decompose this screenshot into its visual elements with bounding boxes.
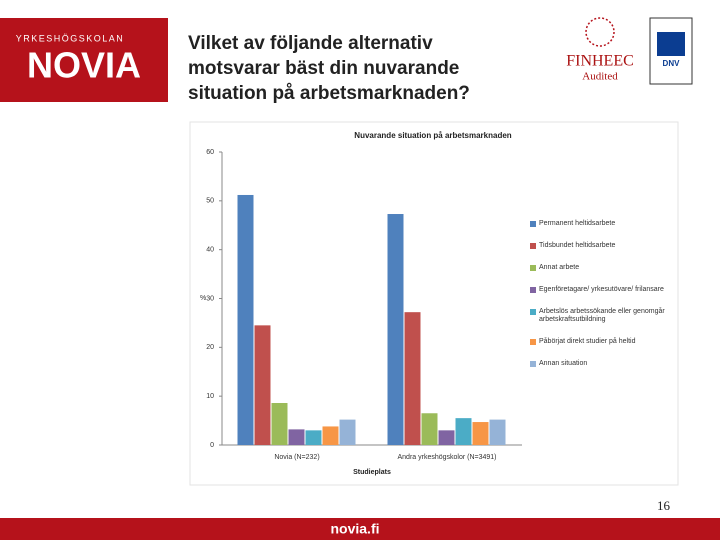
slide-title: situation på arbetsmarknaden? — [188, 83, 470, 104]
legend-entry: Arbetslös arbetssökande eller genomgår a… — [530, 308, 684, 324]
legend-swatch — [530, 287, 536, 293]
bar — [489, 419, 506, 445]
y-tick-label: 60 — [206, 149, 214, 156]
legend-swatch — [530, 243, 536, 249]
legend-swatch — [530, 339, 536, 345]
x-tick-label: Andra yrkeshögskolor (N=3491) — [397, 454, 496, 461]
legend-entry: Påbörjat direkt studier på heltid — [530, 338, 684, 346]
y-tick-label: 20 — [206, 344, 214, 351]
x-axis-label: Studieplats — [353, 469, 391, 476]
legend-entry: Permanent heltidsarbete — [530, 220, 684, 228]
slide-title: motsvarar bäst din nuvarande — [188, 58, 459, 79]
bar — [421, 413, 438, 445]
page-number: 16 — [657, 498, 671, 513]
legend-label: Annan situation — [539, 360, 588, 367]
logo-main: NOVIA — [27, 45, 141, 86]
bar — [339, 419, 356, 445]
bar — [404, 312, 421, 445]
legend-entry: Tidsbundet heltidsarbete — [530, 242, 684, 250]
audited-text: Audited — [582, 71, 618, 83]
legend-label: Tidsbundet heltidsarbete — [539, 242, 616, 249]
dnv-emblem — [657, 32, 685, 56]
legend-swatch — [530, 361, 536, 367]
chart-title: Nuvarande situation på arbetsmarknaden — [354, 131, 511, 140]
legend-label: Permanent heltidsarbete — [539, 220, 616, 227]
y-tick-label: 40 — [206, 247, 214, 254]
legend-label: Arbetslös arbetssökande eller genomgår a… — [539, 308, 665, 323]
bar — [305, 430, 322, 445]
bar — [271, 403, 288, 445]
legend-label: Egenföretagare/ yrkesutövare/ frilansare — [539, 286, 664, 293]
legend-label: Påbörjat direkt studier på heltid — [539, 338, 636, 345]
legend-swatch — [530, 221, 536, 227]
dnv-text: DNV — [663, 59, 681, 68]
finheec-emblem — [585, 17, 615, 47]
bar — [472, 422, 489, 445]
bar — [288, 429, 305, 445]
y-tick-label: 0 — [210, 442, 214, 449]
y-tick-label: 50 — [206, 198, 214, 205]
legend-entry: Annan situation — [530, 360, 684, 368]
bar — [237, 194, 254, 445]
y-tick-label: 30 — [206, 295, 214, 302]
legend-label: Annat arbete — [539, 264, 580, 271]
logo-top: YRKESHÖGSKOLAN — [16, 33, 125, 43]
legend-swatch — [530, 309, 536, 315]
legend-entry: Annat arbete — [530, 264, 684, 272]
bar — [438, 430, 455, 445]
x-tick-label: Novia (N=232) — [274, 454, 319, 461]
bar — [455, 418, 472, 445]
y-tick-label: 10 — [206, 393, 214, 400]
bar — [387, 214, 404, 445]
finheec-text: FINHEEC — [566, 53, 634, 70]
bar — [322, 426, 339, 445]
footer-text: novia.fi — [330, 521, 379, 537]
novia-logo — [0, 18, 168, 102]
y-axis-label: % — [200, 295, 206, 302]
slide-title: Vilket av följande alternativ — [188, 33, 433, 54]
legend-entry: Egenföretagare/ yrkesutövare/ frilansare — [530, 286, 684, 294]
bar — [254, 325, 271, 445]
footer-bar — [0, 518, 720, 540]
legend-swatch — [530, 265, 536, 271]
